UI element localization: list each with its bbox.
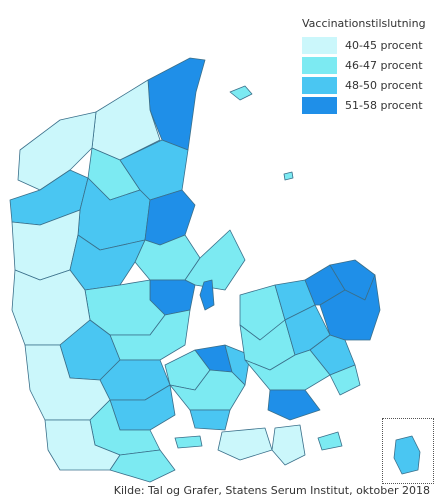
island-moen[interactable] xyxy=(317,431,343,451)
municipality-stevns[interactable] xyxy=(329,364,361,396)
island-aero[interactable] xyxy=(174,435,203,449)
island-anholt[interactable] xyxy=(283,171,294,181)
municipality-northwest-coast[interactable] xyxy=(17,111,97,191)
legend-title: Vaccinationstilslutning xyxy=(302,17,426,30)
legend-swatch xyxy=(302,96,337,114)
island-laeso[interactable] xyxy=(229,85,253,101)
municipality-vordingborg[interactable] xyxy=(267,389,321,421)
legend-item: 46-47 procent xyxy=(302,55,436,75)
legend-label: 40-45 procent xyxy=(345,38,423,52)
legend-item: 51-58 procent xyxy=(302,95,436,115)
legend-label: 46-47 procent xyxy=(345,58,423,72)
lolland-falster xyxy=(217,424,306,466)
legend-label: 48-50 procent xyxy=(345,78,423,92)
legend-swatch xyxy=(302,36,337,54)
island-samso[interactable] xyxy=(199,279,215,311)
legend-item: 40-45 procent xyxy=(302,35,436,55)
legend-swatch xyxy=(302,56,337,74)
map-legend: Vaccinationstilslutning 40-45 procent 46… xyxy=(302,17,436,115)
municipality-copenhagen-area[interactable] xyxy=(319,274,381,341)
municipality-aabenraa[interactable] xyxy=(109,449,176,483)
municipality-lolland[interactable] xyxy=(217,427,273,461)
funen xyxy=(164,344,251,431)
legend-label: 51-58 procent xyxy=(345,98,423,112)
source-note: Kilde: Tal og Grafer, Statens Serum Inst… xyxy=(113,484,430,497)
legend-swatch xyxy=(302,76,337,94)
municipality-svendborg[interactable] xyxy=(189,409,231,431)
legend-item: 48-50 procent xyxy=(302,75,436,95)
jutland xyxy=(9,57,246,483)
island-bornholm[interactable] xyxy=(393,435,421,475)
zealand xyxy=(239,259,381,421)
bornholm-inset-box xyxy=(382,418,434,484)
municipality-falster[interactable] xyxy=(271,424,306,466)
